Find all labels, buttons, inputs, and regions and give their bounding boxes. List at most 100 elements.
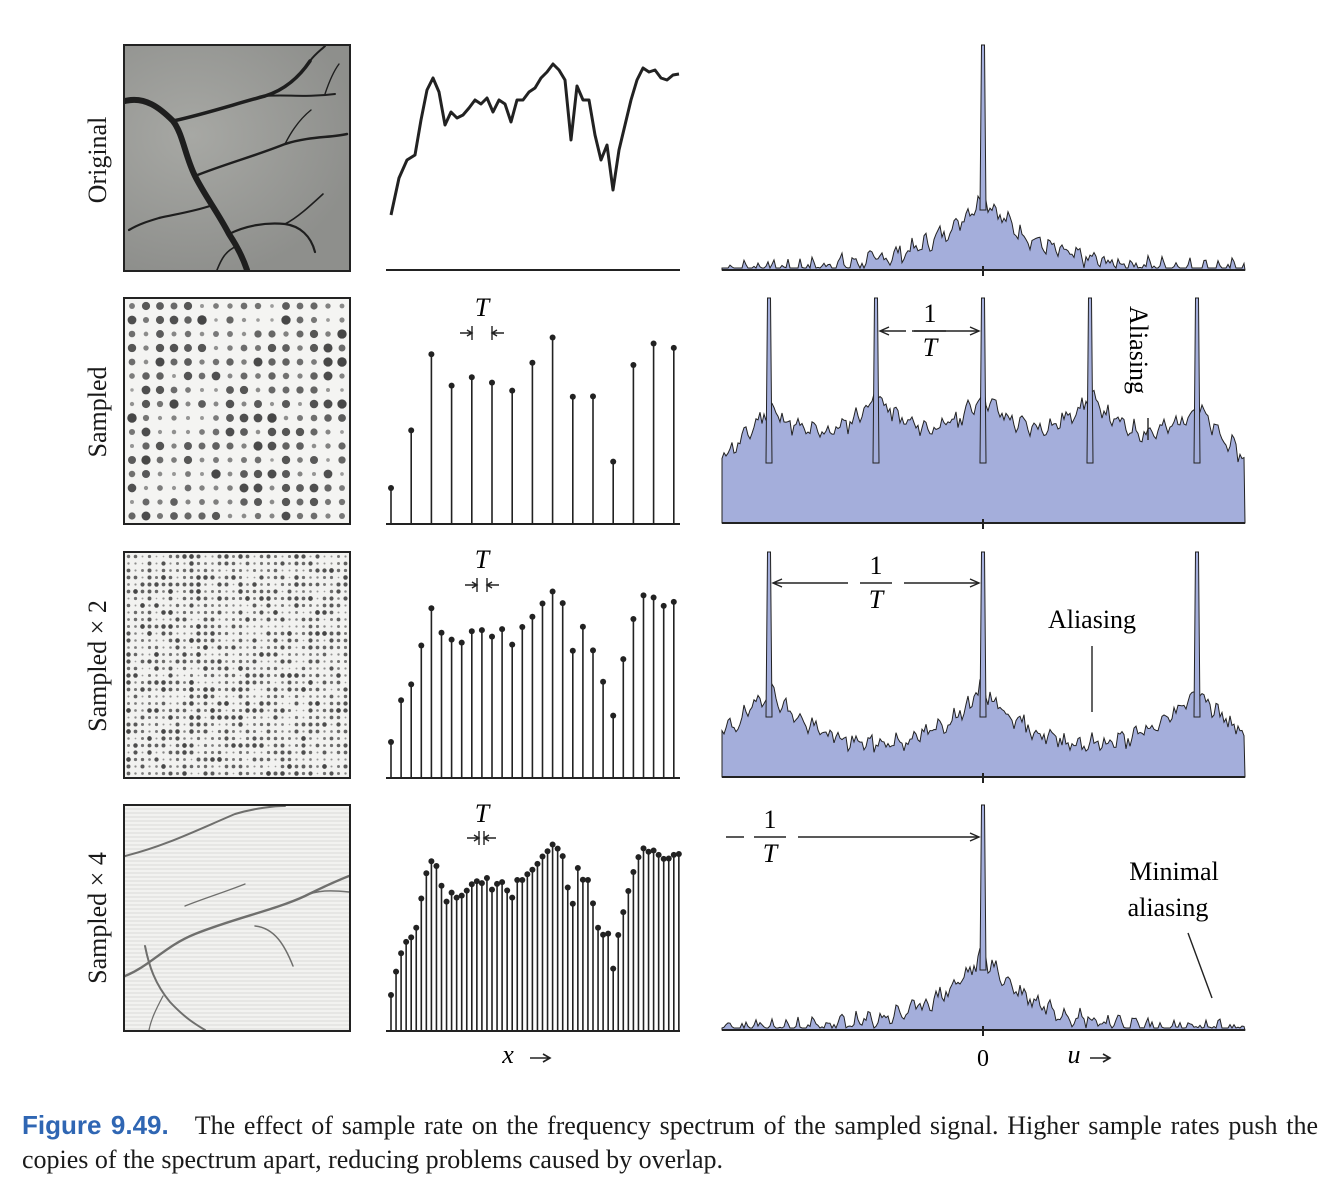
- sampled-x2-grid-dot: [183, 758, 186, 761]
- sampled-x4-sample-point: [579, 876, 586, 883]
- sampled-x2-grid-dot: [147, 568, 152, 573]
- sampled-x2-grid-dot: [147, 554, 152, 559]
- sampled-grid-dot: [185, 401, 191, 407]
- sampled-x2-grid-dot: [253, 632, 256, 635]
- sampled-grid-dot: [241, 443, 247, 449]
- sampled-x2-grid-dot: [203, 673, 208, 678]
- sampled-x2-grid-dot: [161, 631, 166, 636]
- sampled-x2-grid-dot: [140, 743, 145, 748]
- sampled-x2-grid-dot: [343, 645, 348, 650]
- sampled-x2-grid-dot: [210, 722, 215, 727]
- sampled-x2-grid-dot: [218, 723, 221, 726]
- sampled-x2-grid-dot: [301, 575, 306, 580]
- sampled-grid-dot: [171, 443, 177, 449]
- sampled-grid-dot: [157, 471, 163, 477]
- sampled-x2-grid-dot: [161, 575, 166, 580]
- sampled-x2-grid-dot: [287, 736, 292, 741]
- sampled-x2-grid-dot: [133, 673, 138, 678]
- sampled-x2-grid-dot: [329, 708, 334, 713]
- sampled-x4-sample-point: [625, 888, 632, 895]
- sampled-x2-grid-dot: [252, 708, 257, 713]
- sampled-x2-sample-point: [408, 681, 415, 688]
- sampled-x2-grid-dot: [316, 709, 319, 712]
- sampled-grid-dot: [323, 469, 333, 479]
- sampled-x2-grid-dot: [273, 771, 278, 776]
- sampled-x2-grid-dot: [281, 681, 284, 684]
- freq-numerator: 1: [924, 299, 937, 328]
- sampled-x2-grid-dot: [210, 687, 215, 692]
- sampled-grid-dot: [197, 315, 207, 325]
- sampled-grid-dot: [340, 388, 344, 392]
- sampled-grid-dot: [128, 428, 136, 436]
- sampled-x2-grid-dot: [147, 617, 152, 622]
- sampled-x2-grid-dot: [245, 680, 250, 685]
- sampled-grid-dot: [171, 429, 177, 435]
- sampled-x2-grid-dot: [161, 771, 166, 776]
- sampled-x2-grid-dot: [302, 590, 305, 593]
- sampled-grid-dot: [267, 469, 277, 479]
- sampled-x2-grid-dot: [175, 617, 180, 622]
- sampled-x2-grid-dot: [168, 771, 173, 776]
- sampled-x2-grid-dot: [224, 596, 229, 601]
- sampled-x2-grid-dot: [176, 632, 179, 635]
- sampled-grid-dot: [129, 401, 135, 407]
- sampled-x2-grid-dot: [148, 639, 151, 642]
- sampled-x2-grid-dot: [168, 715, 173, 720]
- sampled-x2-grid-dot: [238, 554, 243, 559]
- sampled-x2-grid-dot: [155, 702, 158, 705]
- sampled-x2-grid-dot: [301, 750, 306, 755]
- sampled-x2-grid-dot: [231, 764, 236, 769]
- sampled-x2-grid-dot: [273, 645, 278, 650]
- sampled-x2-grid-dot: [329, 589, 334, 594]
- sampled-x2-grid-dot: [176, 576, 179, 579]
- sampled-x2-grid-dot: [196, 757, 201, 762]
- sampled-x2-grid-dot: [323, 758, 326, 761]
- sampled-x2-grid-dot: [330, 653, 333, 656]
- sampled-grid-dot: [326, 458, 330, 462]
- sampled-grid-dot: [226, 414, 234, 422]
- sampled-x2-grid-dot: [253, 555, 256, 558]
- sampled-x2-grid-dot: [316, 758, 319, 761]
- sampled-spike: [872, 297, 880, 464]
- sampled-x2-grid-dot: [280, 617, 285, 622]
- sampled-x2-grid-dot: [154, 624, 159, 629]
- sampled-x2-grid-dot: [155, 730, 158, 733]
- sampled-x2-grid-dot: [302, 716, 305, 719]
- sampled-x2-grid-dot: [266, 771, 271, 776]
- sampled-spike: [979, 297, 987, 464]
- sampled-x2-grid-dot: [274, 758, 277, 761]
- sampled-grid-dot: [255, 429, 261, 435]
- sampled-x2-grid-dot: [147, 624, 152, 629]
- sampled-x2-grid-dot: [295, 590, 298, 593]
- sampled-grid-dot: [199, 429, 205, 435]
- sampled-x2-grid-dot: [217, 561, 222, 566]
- sampled-x2-grid-dot: [126, 568, 131, 573]
- sampled-x2-grid-dot: [127, 646, 130, 649]
- sampled-grid-dot: [172, 374, 176, 378]
- sampled-grid-dot: [309, 497, 319, 507]
- sampled-x2-grid-dot: [140, 757, 145, 762]
- sampled-x2-grid-dot: [211, 555, 214, 558]
- sampled-x2-grid-dot: [169, 744, 172, 747]
- freq-arrow-right-x2-head: [969, 578, 981, 588]
- sampled-x2-grid-dot: [308, 729, 313, 734]
- sampled-x4-sample-point: [448, 889, 455, 896]
- sampled-x2-grid-dot: [183, 674, 186, 677]
- sampled-grid-dot: [296, 484, 304, 492]
- sampled-x2-grid-dot: [147, 673, 152, 678]
- sampled-grid-dot: [310, 316, 318, 324]
- sampled-grid-dot: [170, 386, 178, 394]
- sampled-x2-grid-dot: [190, 737, 193, 740]
- sampled-grid-dot: [184, 512, 192, 520]
- sampled-x2-grid-dot: [273, 729, 278, 734]
- sampled-x2-grid-dot: [301, 764, 306, 769]
- sampled-sample-point: [630, 362, 637, 368]
- sampled-x2-grid-dot: [168, 652, 173, 657]
- sampled-x2-grid-dot: [127, 737, 130, 740]
- sampled-x4-sample-point: [423, 870, 430, 877]
- sampled-grid-dot: [268, 358, 276, 366]
- sampled-x2-grid-dot: [210, 750, 215, 755]
- sampled-x2-grid-dot: [238, 568, 243, 573]
- sampled-grid-dot: [198, 442, 206, 450]
- sampled-grid-dot: [156, 302, 164, 310]
